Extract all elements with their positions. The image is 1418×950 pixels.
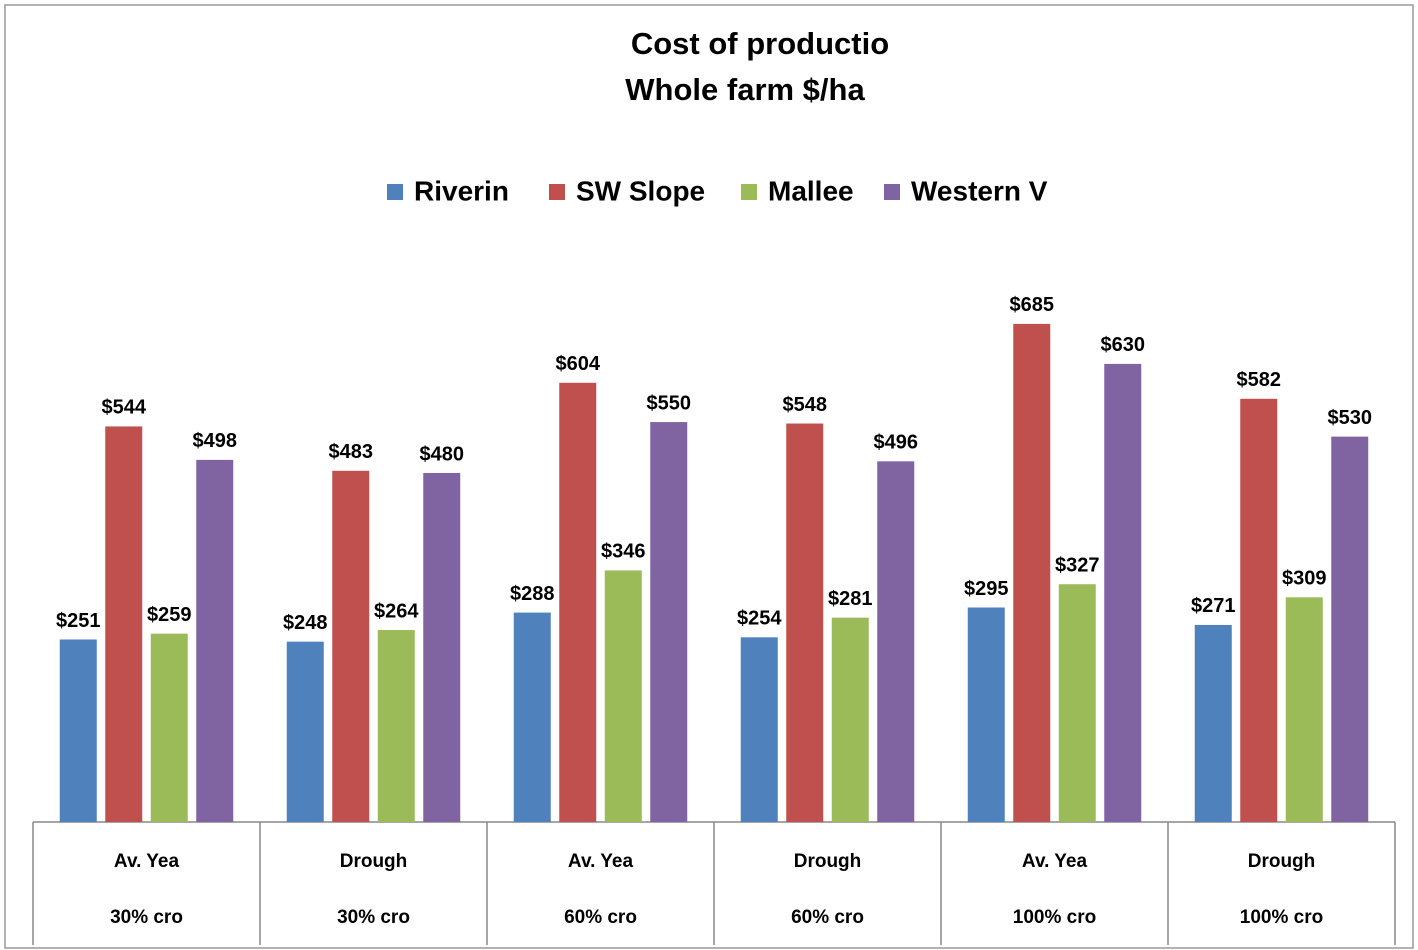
x-tick-sublabel: 100% cro <box>1013 907 1096 928</box>
bar <box>559 382 597 822</box>
bar <box>1013 323 1051 822</box>
legend-label: SW Slope <box>576 175 705 206</box>
legend-label: Riverin <box>414 175 509 206</box>
bar <box>740 637 778 822</box>
legend-swatch <box>549 184 565 200</box>
data-label: $309 <box>1282 568 1327 590</box>
x-tick-label: Drough <box>1248 851 1316 872</box>
x-tick-label: Drough <box>340 851 408 872</box>
bar <box>1240 398 1278 822</box>
bar <box>286 641 324 822</box>
data-label: $604 <box>556 353 601 375</box>
data-label: $544 <box>102 397 147 419</box>
bar <box>196 459 234 822</box>
data-label: $281 <box>828 588 873 610</box>
data-label: $530 <box>1328 407 1373 429</box>
bar <box>1058 584 1096 822</box>
data-label: $295 <box>964 578 1009 600</box>
bar <box>967 607 1005 822</box>
data-label: $483 <box>329 441 374 463</box>
chart-frame <box>4 4 1414 949</box>
data-label: $480 <box>420 443 465 465</box>
data-label: $346 <box>601 541 646 563</box>
bar <box>150 633 188 822</box>
legend-label: Mallee <box>768 175 854 206</box>
chart-title: Cost of productio <box>631 26 889 61</box>
data-label: $254 <box>737 608 782 630</box>
x-tick-sublabel: 30% cro <box>337 907 410 928</box>
legend-swatch <box>387 184 403 200</box>
chart-subtitle: Whole farm $/ha <box>625 72 865 107</box>
bar <box>59 639 97 822</box>
bar <box>332 470 370 822</box>
legend-label: Western V <box>911 175 1048 206</box>
bar <box>1104 363 1142 822</box>
bar <box>877 461 915 822</box>
data-label: $248 <box>283 612 328 634</box>
legend-swatch <box>884 184 900 200</box>
bar <box>831 617 869 822</box>
data-label: $548 <box>783 394 828 416</box>
bar <box>786 423 824 822</box>
bar <box>1285 597 1323 822</box>
x-tick-label: Av. Yea <box>114 851 180 872</box>
data-label: $550 <box>647 392 692 414</box>
bar <box>1331 436 1369 822</box>
data-label: $327 <box>1055 555 1100 577</box>
data-label: $685 <box>1010 294 1055 316</box>
x-tick-sublabel: 30% cro <box>110 907 183 928</box>
x-tick-sublabel: 100% cro <box>1240 907 1323 928</box>
data-label: $251 <box>56 610 101 632</box>
bar <box>513 612 551 822</box>
x-tick-label: Av. Yea <box>568 851 634 872</box>
legend-swatch <box>741 184 757 200</box>
bar <box>650 422 688 822</box>
bar <box>423 472 461 822</box>
x-tick-label: Av. Yea <box>1022 851 1088 872</box>
data-label: $264 <box>374 600 419 622</box>
data-label: $271 <box>1191 595 1236 617</box>
bar <box>377 630 415 822</box>
x-tick-label: Drough <box>794 851 862 872</box>
data-label: $498 <box>193 430 238 452</box>
x-tick-sublabel: 60% cro <box>564 907 637 928</box>
bar <box>604 570 642 822</box>
data-label: $630 <box>1101 334 1146 356</box>
bar <box>1194 624 1232 822</box>
x-tick-sublabel: 60% cro <box>791 907 864 928</box>
data-label: $496 <box>874 432 919 454</box>
bar <box>105 426 143 822</box>
data-label: $582 <box>1237 369 1282 391</box>
data-label: $288 <box>510 583 555 605</box>
data-label: $259 <box>147 604 192 626</box>
